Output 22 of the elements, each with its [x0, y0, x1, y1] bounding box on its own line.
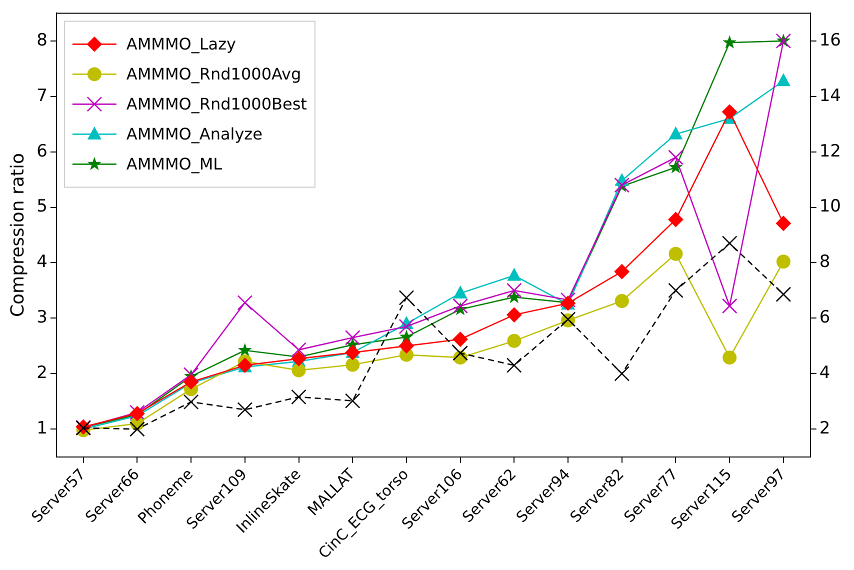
y-tick-label: 2	[36, 363, 48, 384]
y2-tick-label: 10	[819, 196, 842, 217]
y2-tick-label: 2	[819, 418, 830, 439]
y-tick-label: 4	[36, 252, 48, 272]
y2-tick-label: 12	[819, 141, 842, 162]
y-tick-label: 3	[36, 308, 48, 328]
y2-tick-label: 16	[819, 30, 842, 50]
y-axis-title: Compression ratio	[7, 153, 28, 318]
y-tick-label: 5	[36, 196, 48, 217]
y-tick-label: 8	[36, 30, 48, 50]
y2-tick-label: 6	[819, 308, 830, 328]
legend-label: AMMMO_Lazy	[126, 34, 236, 54]
y2-tick-label: 14	[819, 86, 842, 106]
y2-tick-label: 8	[819, 252, 830, 272]
legend-label: AMMMO_Rnd1000Avg	[126, 64, 302, 84]
y-tick-label: 6	[36, 141, 48, 162]
legend-label: AMMMO_ML	[126, 154, 222, 174]
legend-label: AMMMO_Analyze	[126, 124, 262, 144]
legend-label: AMMMO_Rnd1000Best	[126, 94, 307, 114]
y-tick-label: 7	[36, 86, 48, 106]
y-tick-label: 1	[36, 418, 48, 439]
y2-tick-label: 4	[819, 363, 830, 384]
